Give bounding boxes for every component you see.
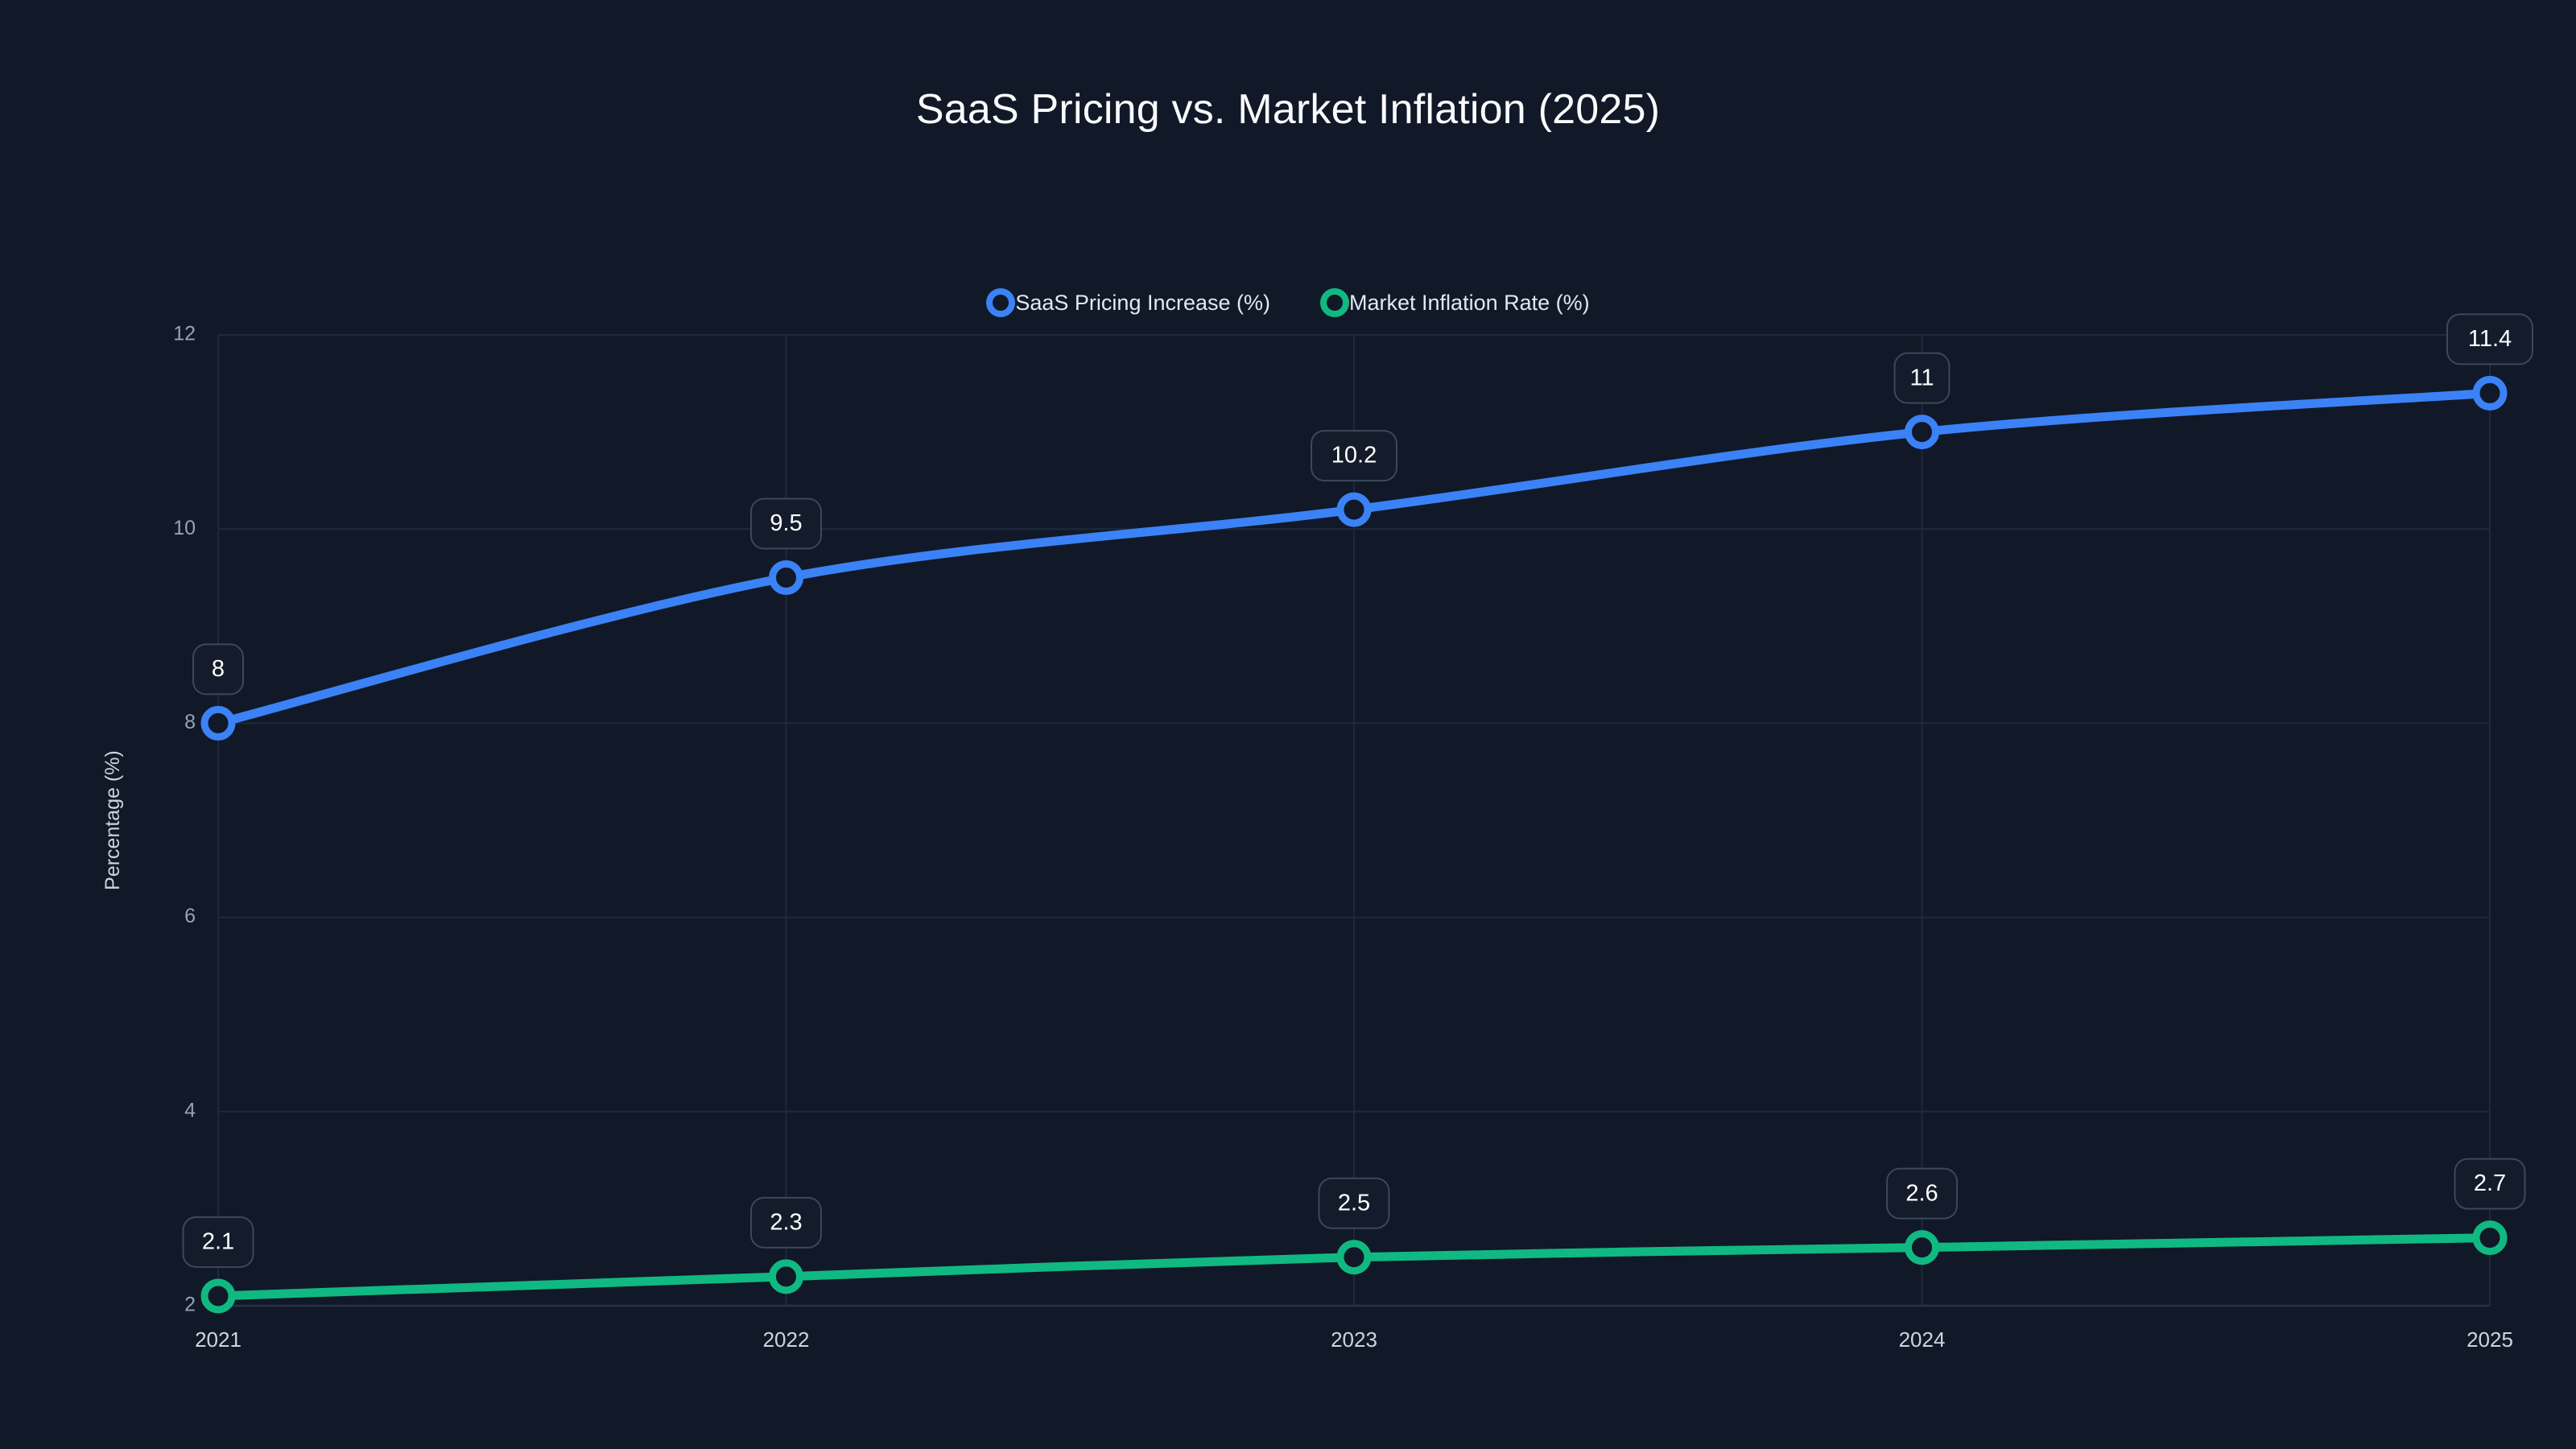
x-axis-tick-label: 2023 <box>1331 1327 1377 1352</box>
data-label-box <box>1886 1167 1958 1220</box>
x-axis-tick-label: 2022 <box>763 1327 810 1352</box>
data-label-badge: 2.1 <box>182 1216 254 1268</box>
data-label-badge: 11 <box>1893 352 1951 404</box>
data-label-badge: 9.5 <box>750 497 822 550</box>
data-label-box <box>1311 430 1397 482</box>
data-label-text: 2.5 <box>1338 1190 1370 1216</box>
data-label-text: 8 <box>212 656 225 682</box>
data-label-text: 2.7 <box>2474 1170 2506 1196</box>
data-label-badge: 2.6 <box>1886 1167 1958 1220</box>
legend-item-label: SaaS Pricing Increase (%) <box>1015 290 1271 315</box>
data-point-marker[interactable] <box>1336 1240 1372 1275</box>
data-point-marker[interactable] <box>200 1278 236 1314</box>
data-label-text: 11.4 <box>2468 326 2512 352</box>
y-axis-tick-label: 12 <box>173 323 196 345</box>
y-axis-title: Percentage (%) <box>101 750 124 890</box>
data-label-text: 2.3 <box>770 1209 802 1235</box>
legend-marker-icon <box>986 288 1016 317</box>
data-label-box <box>2454 1158 2526 1210</box>
data-point-marker[interactable] <box>1905 1230 1939 1265</box>
chart-legend: SaaS Pricing Increase (%) Market Inflatio… <box>0 288 2576 317</box>
data-label-badge: 10.2 <box>1311 430 1397 482</box>
legend-item-2[interactable]: Market Inflation Rate (%) <box>1320 288 1590 317</box>
series-2-group <box>200 1220 2508 1314</box>
data-label-badge: 8 <box>192 643 244 696</box>
data-label-box <box>182 1216 254 1268</box>
data-point-marker[interactable] <box>1905 415 1939 450</box>
data-label-text: 11 <box>1909 365 1934 390</box>
data-label-badge: 2.7 <box>2454 1158 2526 1210</box>
y-axis-tick-label: 8 <box>184 711 196 733</box>
data-point-marker[interactable] <box>2472 1220 2508 1256</box>
y-axis-tick-label: 10 <box>173 517 196 539</box>
data-point-marker[interactable] <box>2472 375 2508 411</box>
data-point-marker[interactable] <box>1336 492 1372 527</box>
data-point-marker[interactable] <box>769 1259 803 1294</box>
data-label-box <box>192 643 244 696</box>
data-label-box <box>2446 313 2533 365</box>
legend-item-label: Market Inflation Rate (%) <box>1349 290 1590 315</box>
data-label-text: 10.2 <box>1331 443 1377 469</box>
data-label-badge: 11.4 <box>2446 313 2533 365</box>
data-label-text: 2.1 <box>202 1229 234 1255</box>
data-label-text: 9.5 <box>770 510 802 536</box>
y-axis-tick-label: 4 <box>184 1099 196 1121</box>
data-label-box <box>1893 352 1951 404</box>
data-label-box <box>750 1196 822 1249</box>
x-axis-tick-label: 2021 <box>195 1327 242 1352</box>
y-axis-tick-label: 6 <box>184 905 196 927</box>
data-point-marker[interactable] <box>769 560 803 595</box>
x-axis-tick-label: 2024 <box>1899 1327 1946 1352</box>
legend-item-1[interactable]: SaaS Pricing Increase (%) <box>986 288 1270 317</box>
data-label-box <box>1318 1177 1390 1229</box>
series-1-group <box>200 375 2508 741</box>
x-axis-tick-label: 2025 <box>2467 1327 2513 1352</box>
data-label-badge: 2.3 <box>750 1196 822 1249</box>
data-label-text: 2.6 <box>1905 1180 1938 1206</box>
legend-marker-icon <box>1320 288 1350 317</box>
data-point-marker[interactable] <box>200 705 236 741</box>
y-axis-tick-label: 2 <box>184 1294 196 1316</box>
data-label-badge: 2.5 <box>1318 1177 1390 1229</box>
data-label-box <box>750 497 822 550</box>
chart-title: SaaS Pricing vs. Market Inflation (2025) <box>915 86 1661 133</box>
